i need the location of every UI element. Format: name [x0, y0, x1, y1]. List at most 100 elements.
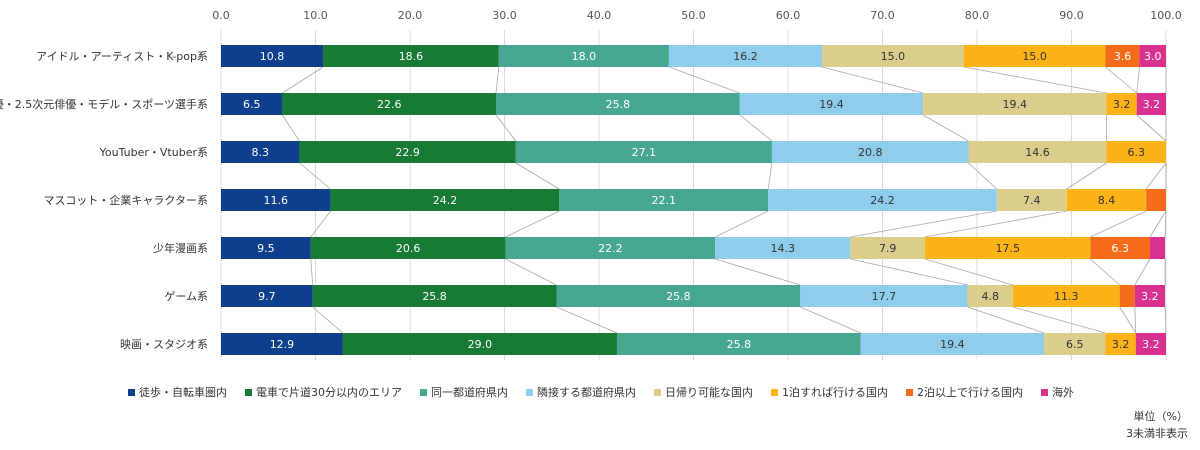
data-label: 19.4	[1003, 98, 1028, 111]
series-line	[556, 306, 618, 334]
series-line	[1136, 114, 1167, 142]
bar-segment	[822, 45, 964, 67]
data-label: 16.2	[733, 50, 758, 63]
legend-item: 徒歩・自転車圏内	[128, 384, 227, 400]
data-label: 19.4	[819, 98, 844, 111]
unit-note: 単位（%） 3未満非表示	[1126, 408, 1188, 442]
data-label: 14.3	[771, 242, 796, 255]
category-label: マスコット・企業キャラクター系	[43, 193, 208, 207]
bar-segment	[739, 93, 924, 115]
data-label: 4.8	[981, 290, 999, 303]
legend-swatch	[1041, 388, 1048, 396]
data-label: 3.6	[1114, 50, 1132, 63]
category-label: 少年漫画系	[153, 241, 208, 255]
series-line	[1090, 258, 1120, 286]
x-tick-label: 10.0	[303, 9, 328, 22]
legend-item: 電車で片道30分以内のエリア	[245, 384, 402, 400]
legend-label: 徒歩・自転車圏内	[139, 386, 227, 399]
legend-swatch	[654, 388, 661, 396]
bar-segment	[342, 333, 617, 355]
legend-item: 日帰り可能な国内	[654, 384, 753, 400]
data-label: 17.5	[995, 242, 1020, 255]
legend-item: 同一都道府県内	[420, 384, 508, 400]
series-line	[310, 210, 331, 238]
x-tick-label: 30.0	[492, 9, 517, 22]
bar-segment	[996, 189, 1067, 211]
x-tick-label: 40.0	[587, 9, 612, 22]
bar-segment	[498, 45, 669, 67]
legend-label: 電車で片道30分以内のエリア	[256, 386, 402, 399]
data-label: 22.1	[651, 194, 676, 207]
legend-label: 日帰り可能な国内	[665, 386, 753, 399]
series-line	[924, 258, 1014, 286]
series-line	[1119, 306, 1137, 334]
legend-swatch	[245, 388, 252, 396]
bar-segment	[1149, 237, 1166, 259]
bar-segment	[800, 285, 968, 307]
data-label: 24.2	[433, 194, 458, 207]
data-label: 14.6	[1025, 146, 1050, 159]
bar-segment	[967, 285, 1013, 307]
bar-segment	[963, 45, 1106, 67]
legend-item: 1泊すれば行ける国内	[771, 384, 888, 400]
series-line	[850, 258, 968, 286]
series-line	[282, 114, 300, 142]
x-tick-label: 60.0	[776, 9, 801, 22]
series-line	[505, 258, 557, 286]
data-label: 12.9	[270, 338, 295, 351]
bar-segment	[1090, 237, 1150, 259]
bar-segment	[715, 237, 851, 259]
legend-label: 海外	[1052, 386, 1074, 399]
data-label: 3.2	[1141, 290, 1159, 303]
series-line	[515, 162, 560, 190]
category-label: アイドル・アーティスト・K-pop系	[36, 50, 208, 63]
data-label: 25.8	[606, 98, 631, 111]
category-label: 俳優・2.5次元俳優・モデル・スポーツ選手系	[0, 97, 208, 111]
legend-swatch	[128, 388, 135, 396]
series-line	[282, 66, 324, 94]
data-label: 3.2	[1143, 98, 1161, 111]
series-line	[1136, 66, 1140, 94]
data-label: 11.3	[1054, 290, 1079, 303]
series-line	[1012, 306, 1106, 334]
series-line	[1149, 210, 1167, 238]
bar-segment	[221, 333, 343, 355]
data-label: 9.7	[258, 290, 276, 303]
x-tick-label: 70.0	[870, 9, 895, 22]
data-label: 17.7	[872, 290, 897, 303]
bar-segment	[860, 333, 1045, 355]
category-label: 映画・スタジオ系	[120, 338, 208, 351]
x-tick-label: 80.0	[965, 9, 990, 22]
legend-label: 1泊すれば行ける国内	[782, 386, 888, 399]
data-label: 3.0	[1144, 50, 1162, 63]
series-line	[922, 114, 969, 142]
bar-segment	[768, 189, 997, 211]
data-label: 20.8	[858, 146, 883, 159]
x-tick-label: 20.0	[398, 9, 423, 22]
bar-segment	[1119, 285, 1135, 307]
data-label: 15.0	[1022, 50, 1047, 63]
data-label: 10.8	[260, 50, 285, 63]
unit-label: 単位（%）	[1133, 410, 1188, 423]
series-line	[495, 114, 517, 142]
bar-segment	[1106, 141, 1166, 163]
data-label: 25.8	[727, 338, 752, 351]
data-label: 9.5	[257, 242, 275, 255]
bar-segment	[221, 237, 311, 259]
series-line	[968, 162, 998, 190]
category-label: ゲーム系	[164, 290, 208, 303]
legend-swatch	[906, 388, 913, 396]
bar-segment	[312, 285, 557, 307]
legend-label: 2泊以上で行ける国内	[917, 386, 1023, 399]
data-label: 22.9	[395, 146, 420, 159]
bar-segment	[668, 45, 823, 67]
bar-segment	[925, 237, 1091, 259]
series-line	[1066, 162, 1107, 190]
data-label: 6.5	[243, 98, 261, 111]
series-line	[1164, 210, 1167, 238]
series-line	[715, 258, 801, 286]
legend-label: 同一都道府県内	[431, 386, 508, 399]
bar-segment	[323, 45, 499, 67]
bar-segment	[299, 141, 516, 163]
